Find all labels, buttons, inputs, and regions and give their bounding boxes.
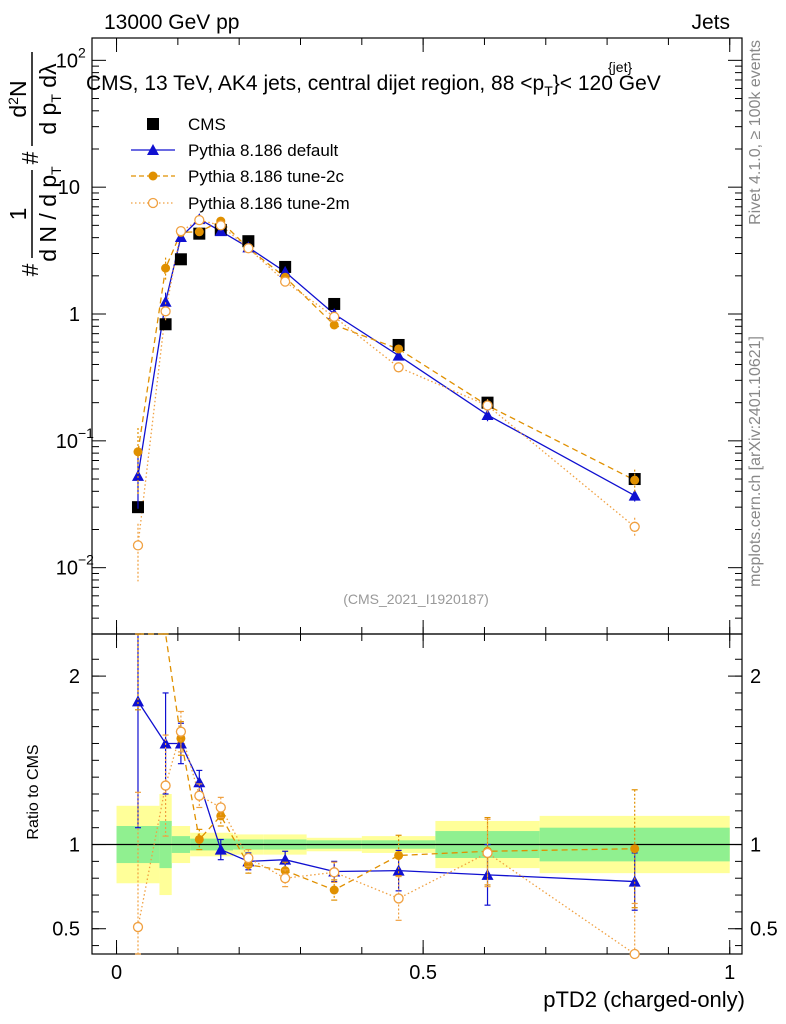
series-line-main xyxy=(137,219,636,546)
data-point-ratio xyxy=(194,790,205,801)
svg-text:d2N: d2N xyxy=(5,80,31,117)
data-point-main xyxy=(482,400,493,411)
data-point-main xyxy=(132,540,144,551)
data-point-main xyxy=(328,297,341,310)
legend-label-cms: CMS xyxy=(188,115,226,134)
x-tick-label: 0.5 xyxy=(409,962,437,984)
data-point-main xyxy=(160,306,171,317)
rivet-label: Rivet 4.1.0, ≥ 100k events xyxy=(747,40,764,225)
data-point-main xyxy=(194,227,204,237)
data-point-ratio xyxy=(628,875,641,887)
data-point-ratio xyxy=(159,737,172,749)
svg-text:1: 1 xyxy=(5,208,31,221)
data-point-ratio xyxy=(214,843,227,855)
data-point-ratio xyxy=(160,780,171,791)
data-point-ratio xyxy=(629,948,640,960)
x-axis-label: pTD2 (charged-only) xyxy=(543,987,745,1012)
legend: CMS Pythia 8.186 default Pythia 8.186 tu… xyxy=(131,115,350,213)
data-point-ratio xyxy=(131,695,144,707)
data-point-ratio xyxy=(175,726,187,737)
data-point-main xyxy=(215,220,226,231)
y-tick-label-main: 10 xyxy=(58,177,80,199)
data-point-main xyxy=(630,475,640,485)
data-point-main xyxy=(175,226,187,237)
data-point-ratio xyxy=(243,852,254,864)
data-point-main xyxy=(280,276,291,287)
data-point-ratio xyxy=(194,834,204,844)
header-right: Jets xyxy=(691,11,730,34)
chart-title-sup: {jet} xyxy=(608,59,632,75)
data-point-ratio xyxy=(394,850,404,860)
y-tick-label-ratio-right: 1 xyxy=(750,835,761,857)
data-point-main xyxy=(629,521,640,532)
data-point-main xyxy=(481,408,494,420)
data-point-main xyxy=(159,295,172,307)
y-tick-label-main: 10 xyxy=(56,558,78,580)
legend-marker-tune-2c xyxy=(148,171,158,181)
data-point-main xyxy=(131,469,144,481)
data-point-main xyxy=(393,362,404,373)
data-point-main xyxy=(628,489,641,501)
data-layer xyxy=(92,213,742,960)
mcplots-label: mcplots.cern.ch [arXiv:2401.10621] xyxy=(747,336,764,587)
data-point-main xyxy=(174,253,187,266)
legend-label-tune-2c: Pythia 8.186 tune-2c xyxy=(188,167,344,186)
y-tick-exp-main: 2 xyxy=(78,44,86,60)
legend-marker-tune-2m xyxy=(147,197,159,209)
chart-title: CMS, 13 TeV, AK4 jets, central dijet reg… xyxy=(86,72,661,99)
data-point-ratio xyxy=(216,811,226,821)
data-point-ratio xyxy=(630,844,640,854)
data-point-main xyxy=(243,243,254,254)
y-tick-label-ratio-right: 0.5 xyxy=(750,919,778,941)
y-tick-label-ratio: 2 xyxy=(69,666,80,688)
y-tick-exp-main: −1 xyxy=(78,425,94,441)
y-tick-label-ratio-right: 2 xyxy=(750,666,761,688)
data-point-main xyxy=(214,225,227,237)
header-left: 13000 GeV pp xyxy=(104,11,239,34)
x-tick-label: 1 xyxy=(724,962,735,984)
y-axis-label-ratio: Ratio to CMS xyxy=(25,744,42,839)
y-tick-label-main: 1 xyxy=(69,304,80,326)
data-point-ratio xyxy=(392,864,405,876)
data-point-ratio xyxy=(215,802,226,813)
y-axis-label-main: # 1 d N / d pT # d2N d pT dλ xyxy=(5,52,64,276)
data-point-main xyxy=(161,263,171,273)
y-tick-label-ratio: 0.5 xyxy=(52,919,80,941)
data-point-main xyxy=(394,344,404,354)
data-point-ratio xyxy=(329,885,339,895)
x-tick-label: 0 xyxy=(111,962,122,984)
legend-marker-default xyxy=(147,144,159,155)
data-point-ratio xyxy=(329,867,340,878)
data-point-main xyxy=(133,447,143,457)
y-tick-label-ratio: 1 xyxy=(69,835,80,857)
analysis-id: (CMS_2021_I1920187) xyxy=(343,591,489,607)
legend-label-default: Pythia 8.186 default xyxy=(188,141,339,160)
legend-label-tune-2m: Pythia 8.186 tune-2m xyxy=(188,194,350,213)
legend-marker-cms xyxy=(147,118,159,130)
svg-text:#: # xyxy=(17,151,43,164)
data-point-main xyxy=(329,320,339,330)
data-point-main xyxy=(159,318,172,331)
data-point-ratio xyxy=(393,893,404,904)
y-tick-label-main: 10 xyxy=(56,431,78,453)
y-tick-exp-main: −2 xyxy=(78,552,94,568)
y-tick-label-main: 10 xyxy=(56,50,78,72)
data-point-main xyxy=(392,349,405,361)
data-point-ratio xyxy=(280,873,291,884)
data-point-main xyxy=(194,214,205,226)
data-point-ratio xyxy=(482,847,493,859)
svg-text:d N / d pT: d N / d pT xyxy=(35,166,64,262)
ratio-panel xyxy=(91,633,743,955)
svg-text:d pT dλ: d pT dλ xyxy=(35,63,64,135)
series-line-main xyxy=(137,220,635,481)
data-point-main xyxy=(329,311,340,322)
data-point-ratio xyxy=(132,921,144,933)
svg-text:#: # xyxy=(17,263,43,276)
